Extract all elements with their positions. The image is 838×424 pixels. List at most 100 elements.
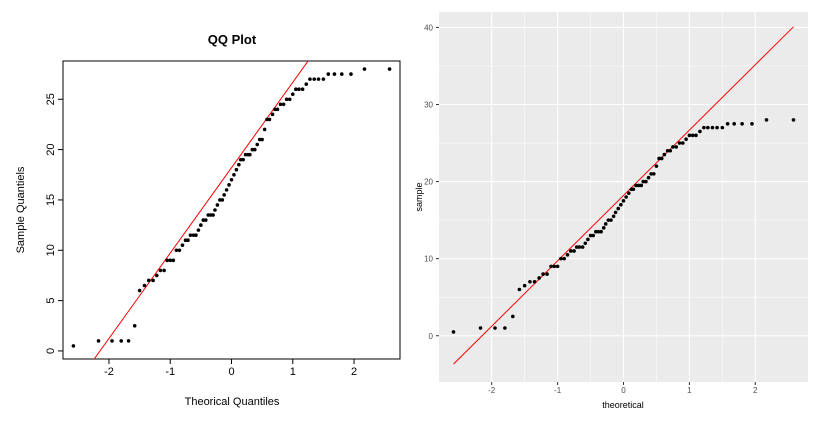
data-point: [332, 72, 337, 76]
data-point: [349, 72, 353, 76]
data-point: [174, 248, 179, 253]
data-point: [649, 172, 653, 176]
data-point: [196, 228, 201, 232]
data-point: [609, 218, 613, 222]
data-point: [126, 339, 131, 343]
data-point: [555, 264, 560, 269]
data-point: [119, 339, 124, 343]
x-tick-label: 2: [351, 366, 357, 378]
base-plot-title: QQ Plot: [208, 32, 257, 47]
x-tick-label: 0: [228, 366, 234, 378]
data-point: [262, 127, 267, 132]
data-point: [665, 148, 670, 153]
data-point: [588, 233, 593, 238]
y-tick-label: 0: [429, 332, 434, 341]
data-point: [654, 164, 659, 168]
data-point: [326, 72, 331, 76]
ggplot-y-axis-label: sample: [414, 182, 424, 211]
data-point: [248, 152, 252, 157]
data-point: [690, 133, 695, 138]
data-point: [177, 248, 182, 253]
data-point: [601, 226, 606, 230]
ggplot-points: [451, 118, 796, 334]
x-tick-label: -2: [104, 366, 114, 378]
data-point: [290, 92, 295, 97]
data-point: [715, 125, 719, 130]
data-point: [154, 273, 159, 278]
ggplot-reference-line-group: [453, 26, 794, 365]
data-point: [541, 272, 545, 276]
data-point: [387, 67, 392, 71]
data-point: [275, 107, 280, 112]
data-point: [180, 243, 185, 248]
data-point: [652, 172, 656, 176]
data-point: [639, 183, 644, 188]
data-point: [511, 314, 515, 319]
data-point: [362, 67, 367, 71]
data-point: [270, 112, 275, 117]
data-point: [211, 213, 215, 217]
data-point: [562, 256, 566, 261]
data-point: [646, 175, 651, 180]
base-y-axis-label: Sample Quantiels: [15, 166, 27, 253]
data-point: [641, 179, 646, 184]
data-point: [684, 137, 688, 141]
data-point: [594, 229, 598, 234]
data-point: [186, 238, 190, 243]
data-point: [241, 157, 245, 162]
data-point: [260, 137, 264, 142]
data-point: [577, 245, 582, 249]
data-point: [478, 326, 483, 330]
data-point: [750, 121, 754, 126]
data-point: [237, 162, 241, 167]
data-point: [304, 82, 309, 86]
data-point: [706, 125, 710, 130]
data-point: [583, 241, 588, 246]
data-point: [631, 187, 636, 192]
data-point: [599, 229, 603, 234]
data-point: [321, 77, 326, 81]
data-point: [312, 77, 317, 81]
data-point: [613, 210, 618, 215]
base-qq-plot: QQ Plot -2 -1 0 1 2 0 5 10 15 20 25 Theorical Qua…: [15, 32, 401, 408]
data-point: [232, 172, 236, 177]
data-point: [611, 214, 616, 219]
data-point: [294, 87, 298, 91]
data-point: [503, 326, 507, 330]
data-point: [71, 344, 76, 348]
data-point: [532, 279, 537, 284]
data-point: [220, 198, 225, 202]
data-point: [662, 152, 667, 157]
y-tick-label: 25: [45, 93, 57, 105]
data-point: [698, 129, 702, 134]
data-point: [227, 183, 231, 187]
data-point: [213, 208, 217, 212]
data-point: [297, 87, 301, 91]
data-point: [636, 183, 641, 188]
base-x-axis: -2 -1 0 1 2: [104, 358, 357, 378]
y-tick-label: 10: [424, 255, 433, 264]
ggplot-x-axis-label: theoretical: [602, 400, 644, 410]
base-reference-line-group: [93, 61, 309, 359]
data-point: [110, 339, 114, 343]
data-point: [740, 121, 744, 126]
data-point: [142, 283, 147, 288]
data-point: [222, 193, 226, 197]
data-point: [702, 125, 706, 130]
data-point: [621, 199, 626, 203]
x-tick-label: 1: [687, 386, 692, 395]
reference-line: [93, 61, 309, 359]
data-point: [151, 278, 155, 283]
reference-line: [453, 26, 794, 365]
data-point: [132, 323, 137, 328]
data-point: [451, 330, 456, 334]
data-point: [657, 156, 661, 161]
data-point: [493, 326, 497, 330]
data-point: [687, 133, 692, 138]
data-point: [586, 237, 590, 242]
data-point: [199, 223, 203, 227]
data-point: [559, 256, 563, 261]
data-point: [215, 203, 220, 207]
base-x-axis-label: Theorical Quantiles: [185, 396, 280, 408]
